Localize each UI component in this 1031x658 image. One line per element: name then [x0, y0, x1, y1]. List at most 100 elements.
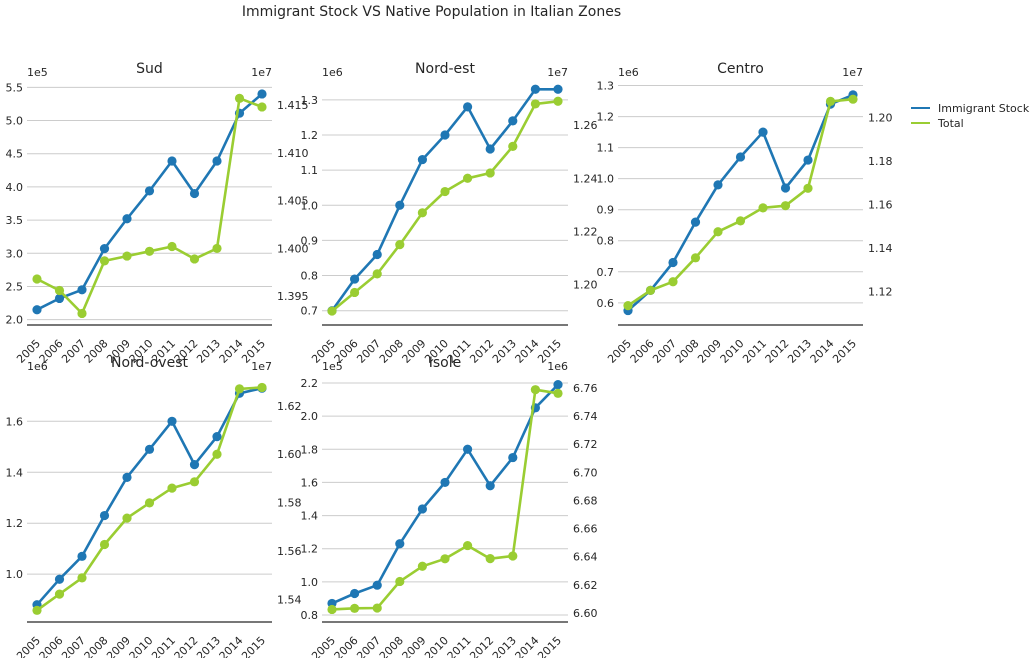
data-point-total: [553, 388, 563, 398]
data-point-total: [485, 554, 495, 564]
legend-label: Immigrant Stock: [938, 102, 1030, 115]
right-tick-label: 1.14: [868, 242, 893, 255]
right-axis-multiplier: 1e7: [251, 66, 272, 79]
data-point-total: [395, 240, 405, 250]
data-point-total: [848, 94, 858, 104]
data-point-total: [395, 576, 405, 587]
data-point-immigrant-stock: [508, 116, 518, 126]
panel-isole: 0.8 1.0 1.2 1.4 1.6 1.8 2.0 2.2 6.60 6.62 6.64 6.66…: [301, 355, 598, 658]
x-tick-label: 2006: [628, 337, 657, 366]
data-point-immigrant-stock: [212, 156, 222, 166]
left-tick-label: 5.0: [6, 115, 24, 128]
data-point-total: [234, 93, 245, 103]
x-tick-label: 2008: [673, 337, 702, 366]
data-point-immigrant-stock: [668, 257, 678, 268]
x-tick-label: 2008: [377, 337, 406, 366]
data-point-total: [463, 540, 473, 551]
data-point-immigrant-stock: [463, 444, 473, 454]
left-axis-multiplier: 1e6: [27, 360, 48, 373]
chart-title: Immigrant Stock VS Native Population in …: [241, 4, 622, 20]
data-point-total: [212, 243, 222, 254]
x-tick-label: 2012: [763, 337, 792, 366]
x-tick-label: 2013: [785, 337, 814, 366]
x-tick-label: 2013: [194, 337, 223, 366]
panel-title: Nord-est: [415, 61, 475, 77]
data-point-immigrant-stock: [463, 102, 473, 112]
right-tick-label: 1.410: [277, 147, 309, 160]
right-tick-label: 1.24: [573, 172, 598, 185]
right-tick-label: 1.400: [277, 242, 309, 255]
x-tick-label: 2007: [59, 337, 88, 366]
left-tick-label: 1.1: [597, 142, 615, 155]
data-point-immigrant-stock: [417, 154, 427, 165]
right-tick-label: 1.60: [277, 448, 302, 461]
left-tick-label: 1.3: [597, 80, 615, 93]
left-tick-label: 3.5: [6, 214, 24, 227]
data-point-total: [530, 99, 541, 109]
data-point-total: [780, 201, 791, 211]
data-point-immigrant-stock: [713, 180, 723, 190]
right-tick-label: 1.12: [868, 285, 893, 298]
data-point-immigrant-stock: [77, 285, 87, 295]
data-point-total: [440, 554, 450, 564]
data-point-immigrant-stock: [417, 504, 427, 514]
data-point-total: [668, 277, 678, 287]
data-point-total: [645, 285, 656, 296]
legend: Immigrant Stock Total: [911, 102, 1030, 130]
right-tick-label: 6.62: [573, 579, 598, 592]
left-tick-label: 1.6: [301, 476, 319, 489]
panel-title: Isole: [429, 355, 462, 371]
right-tick-label: 1.26: [573, 119, 598, 132]
data-point-total: [508, 551, 518, 561]
x-tick-label: 2007: [650, 337, 679, 366]
right-axis-multiplier: 1e7: [842, 66, 863, 79]
right-tick-label: 1.22: [573, 225, 598, 238]
left-axis-multiplier: 1e6: [618, 66, 639, 79]
data-point-total: [350, 603, 360, 613]
data-point-immigrant-stock: [122, 214, 132, 224]
data-point-immigrant-stock: [690, 217, 701, 227]
right-tick-label: 1.415: [277, 99, 309, 112]
data-point-immigrant-stock: [167, 416, 177, 426]
x-tick-label: 2014: [217, 337, 246, 366]
data-point-immigrant-stock: [780, 183, 791, 193]
series-line-immigrant-stock: [627, 93, 854, 312]
left-tick-label: 1.2: [6, 517, 24, 530]
data-point-immigrant-stock: [485, 481, 495, 491]
left-tick-label: 1.0: [6, 568, 24, 581]
right-tick-label: 1.20: [868, 112, 893, 125]
data-point-total: [77, 573, 87, 583]
data-point-immigrant-stock: [257, 89, 267, 99]
x-tick-label: 2011: [740, 337, 769, 366]
x-tick-label: 2013: [490, 337, 519, 366]
right-tick-label: 6.60: [573, 607, 598, 620]
left-tick-label: 0.8: [597, 235, 615, 248]
data-point-total: [372, 269, 382, 279]
right-tick-label: 1.62: [277, 400, 302, 413]
data-point-immigrant-stock: [144, 186, 155, 196]
data-point-total: [167, 483, 177, 493]
x-tick-label: 2015: [535, 634, 564, 658]
left-tick-label: 1.4: [301, 510, 319, 523]
data-point-immigrant-stock: [167, 156, 177, 166]
left-tick-label: 1.8: [301, 443, 319, 456]
x-tick-label: 2009: [695, 337, 724, 366]
x-tick-label: 2012: [467, 337, 496, 366]
data-point-immigrant-stock: [189, 188, 200, 199]
left-axis-multiplier: 1e5: [322, 360, 343, 373]
left-tick-label: 1.0: [301, 576, 319, 589]
data-point-total: [508, 141, 518, 152]
x-tick-label: 2005: [605, 337, 634, 366]
data-point-immigrant-stock: [350, 588, 360, 599]
left-tick-label: 2.0: [301, 410, 319, 423]
data-point-total: [758, 203, 768, 213]
data-point-immigrant-stock: [553, 380, 563, 390]
data-point-immigrant-stock: [99, 244, 110, 254]
right-tick-label: 6.70: [573, 466, 598, 479]
data-point-immigrant-stock: [508, 452, 518, 463]
data-point-immigrant-stock: [758, 127, 768, 137]
right-axis-multiplier: 1e7: [547, 66, 568, 79]
left-tick-label: 1.3: [301, 94, 319, 107]
right-tick-label: 1.20: [573, 278, 598, 291]
